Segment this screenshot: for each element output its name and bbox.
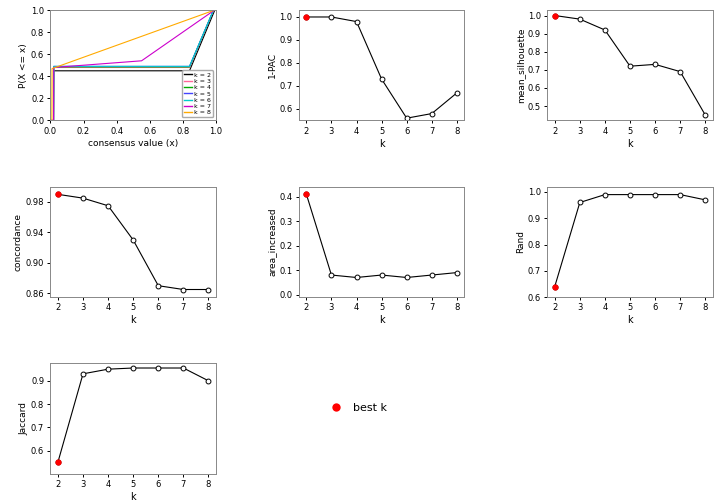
k = 6: [175, 64, 184, 70]
k = 4: [113, 64, 122, 70]
k = 2: [212, 7, 220, 13]
X-axis label: k: k: [130, 492, 136, 502]
k = 3: [175, 65, 184, 71]
k = 7: [160, 42, 168, 48]
k = 6: [46, 117, 55, 123]
k = 4: [210, 7, 218, 13]
k = 8: [113, 42, 122, 48]
k = 6: [119, 64, 127, 70]
Y-axis label: Jaccard: Jaccard: [19, 402, 28, 435]
k = 5: [113, 64, 122, 70]
k = 7: [63, 64, 71, 70]
X-axis label: consensus value (x): consensus value (x): [88, 139, 179, 148]
k = 5: [119, 64, 127, 70]
k = 8: [175, 20, 184, 26]
Y-axis label: concordance: concordance: [14, 213, 23, 271]
k = 8: [46, 117, 55, 123]
k = 2: [210, 7, 219, 13]
Y-axis label: mean_silhouette: mean_silhouette: [516, 28, 525, 103]
k = 7: [175, 31, 184, 37]
Line: k = 6: k = 6: [50, 10, 216, 120]
Line: k = 2: k = 2: [50, 10, 216, 120]
k = 6: [160, 64, 168, 70]
k = 4: [178, 64, 186, 70]
k = 3: [178, 65, 186, 71]
X-axis label: k: k: [379, 315, 384, 325]
Line: k = 3: k = 3: [50, 10, 216, 120]
k = 8: [212, 7, 220, 13]
k = 8: [210, 7, 219, 13]
Y-axis label: area_increased: area_increased: [268, 208, 276, 276]
k = 2: [178, 68, 186, 74]
k = 6: [113, 64, 122, 70]
Legend: best k: best k: [321, 398, 392, 417]
k = 3: [160, 65, 168, 71]
k = 4: [212, 7, 220, 13]
k = 3: [46, 117, 55, 123]
Y-axis label: P(X <= x): P(X <= x): [19, 43, 28, 88]
k = 8: [178, 19, 186, 25]
k = 4: [175, 64, 184, 70]
k = 7: [178, 29, 186, 35]
k = 8: [119, 40, 127, 46]
k = 6: [63, 64, 71, 70]
k = 7: [113, 59, 122, 66]
X-axis label: k: k: [627, 315, 633, 325]
k = 3: [113, 65, 122, 71]
k = 3: [63, 65, 71, 71]
X-axis label: k: k: [130, 315, 136, 325]
Y-axis label: 1-PAC: 1-PAC: [268, 52, 276, 78]
Line: k = 7: k = 7: [50, 10, 216, 120]
k = 4: [63, 64, 71, 70]
k = 8: [63, 60, 71, 66]
k = 5: [160, 64, 168, 70]
Line: k = 8: k = 8: [50, 10, 216, 120]
k = 5: [212, 7, 220, 13]
k = 2: [63, 68, 71, 74]
k = 7: [46, 117, 55, 123]
k = 7: [210, 7, 219, 13]
k = 7: [119, 59, 127, 65]
k = 8: [160, 25, 168, 31]
k = 2: [113, 68, 122, 74]
k = 6: [210, 7, 218, 13]
k = 4: [160, 64, 168, 70]
k = 6: [212, 7, 220, 13]
X-axis label: k: k: [379, 139, 384, 149]
Line: k = 5: k = 5: [50, 10, 216, 120]
k = 4: [46, 117, 55, 123]
k = 3: [212, 7, 220, 13]
k = 5: [178, 64, 186, 70]
k = 5: [46, 117, 55, 123]
k = 3: [210, 7, 218, 13]
k = 4: [119, 64, 127, 70]
k = 2: [46, 117, 55, 123]
Legend: k = 2, k = 3, k = 4, k = 5, k = 6, k = 7, k = 8: k = 2, k = 3, k = 4, k = 5, k = 6, k = 7…: [182, 71, 213, 117]
k = 7: [212, 7, 220, 13]
k = 2: [175, 68, 184, 74]
k = 2: [119, 68, 127, 74]
X-axis label: k: k: [627, 139, 633, 149]
k = 5: [63, 64, 71, 70]
Y-axis label: Rand: Rand: [516, 230, 525, 254]
k = 3: [119, 65, 127, 71]
k = 2: [160, 68, 168, 74]
Line: k = 4: k = 4: [50, 10, 216, 120]
k = 5: [210, 7, 218, 13]
k = 6: [178, 64, 186, 70]
k = 5: [175, 64, 184, 70]
